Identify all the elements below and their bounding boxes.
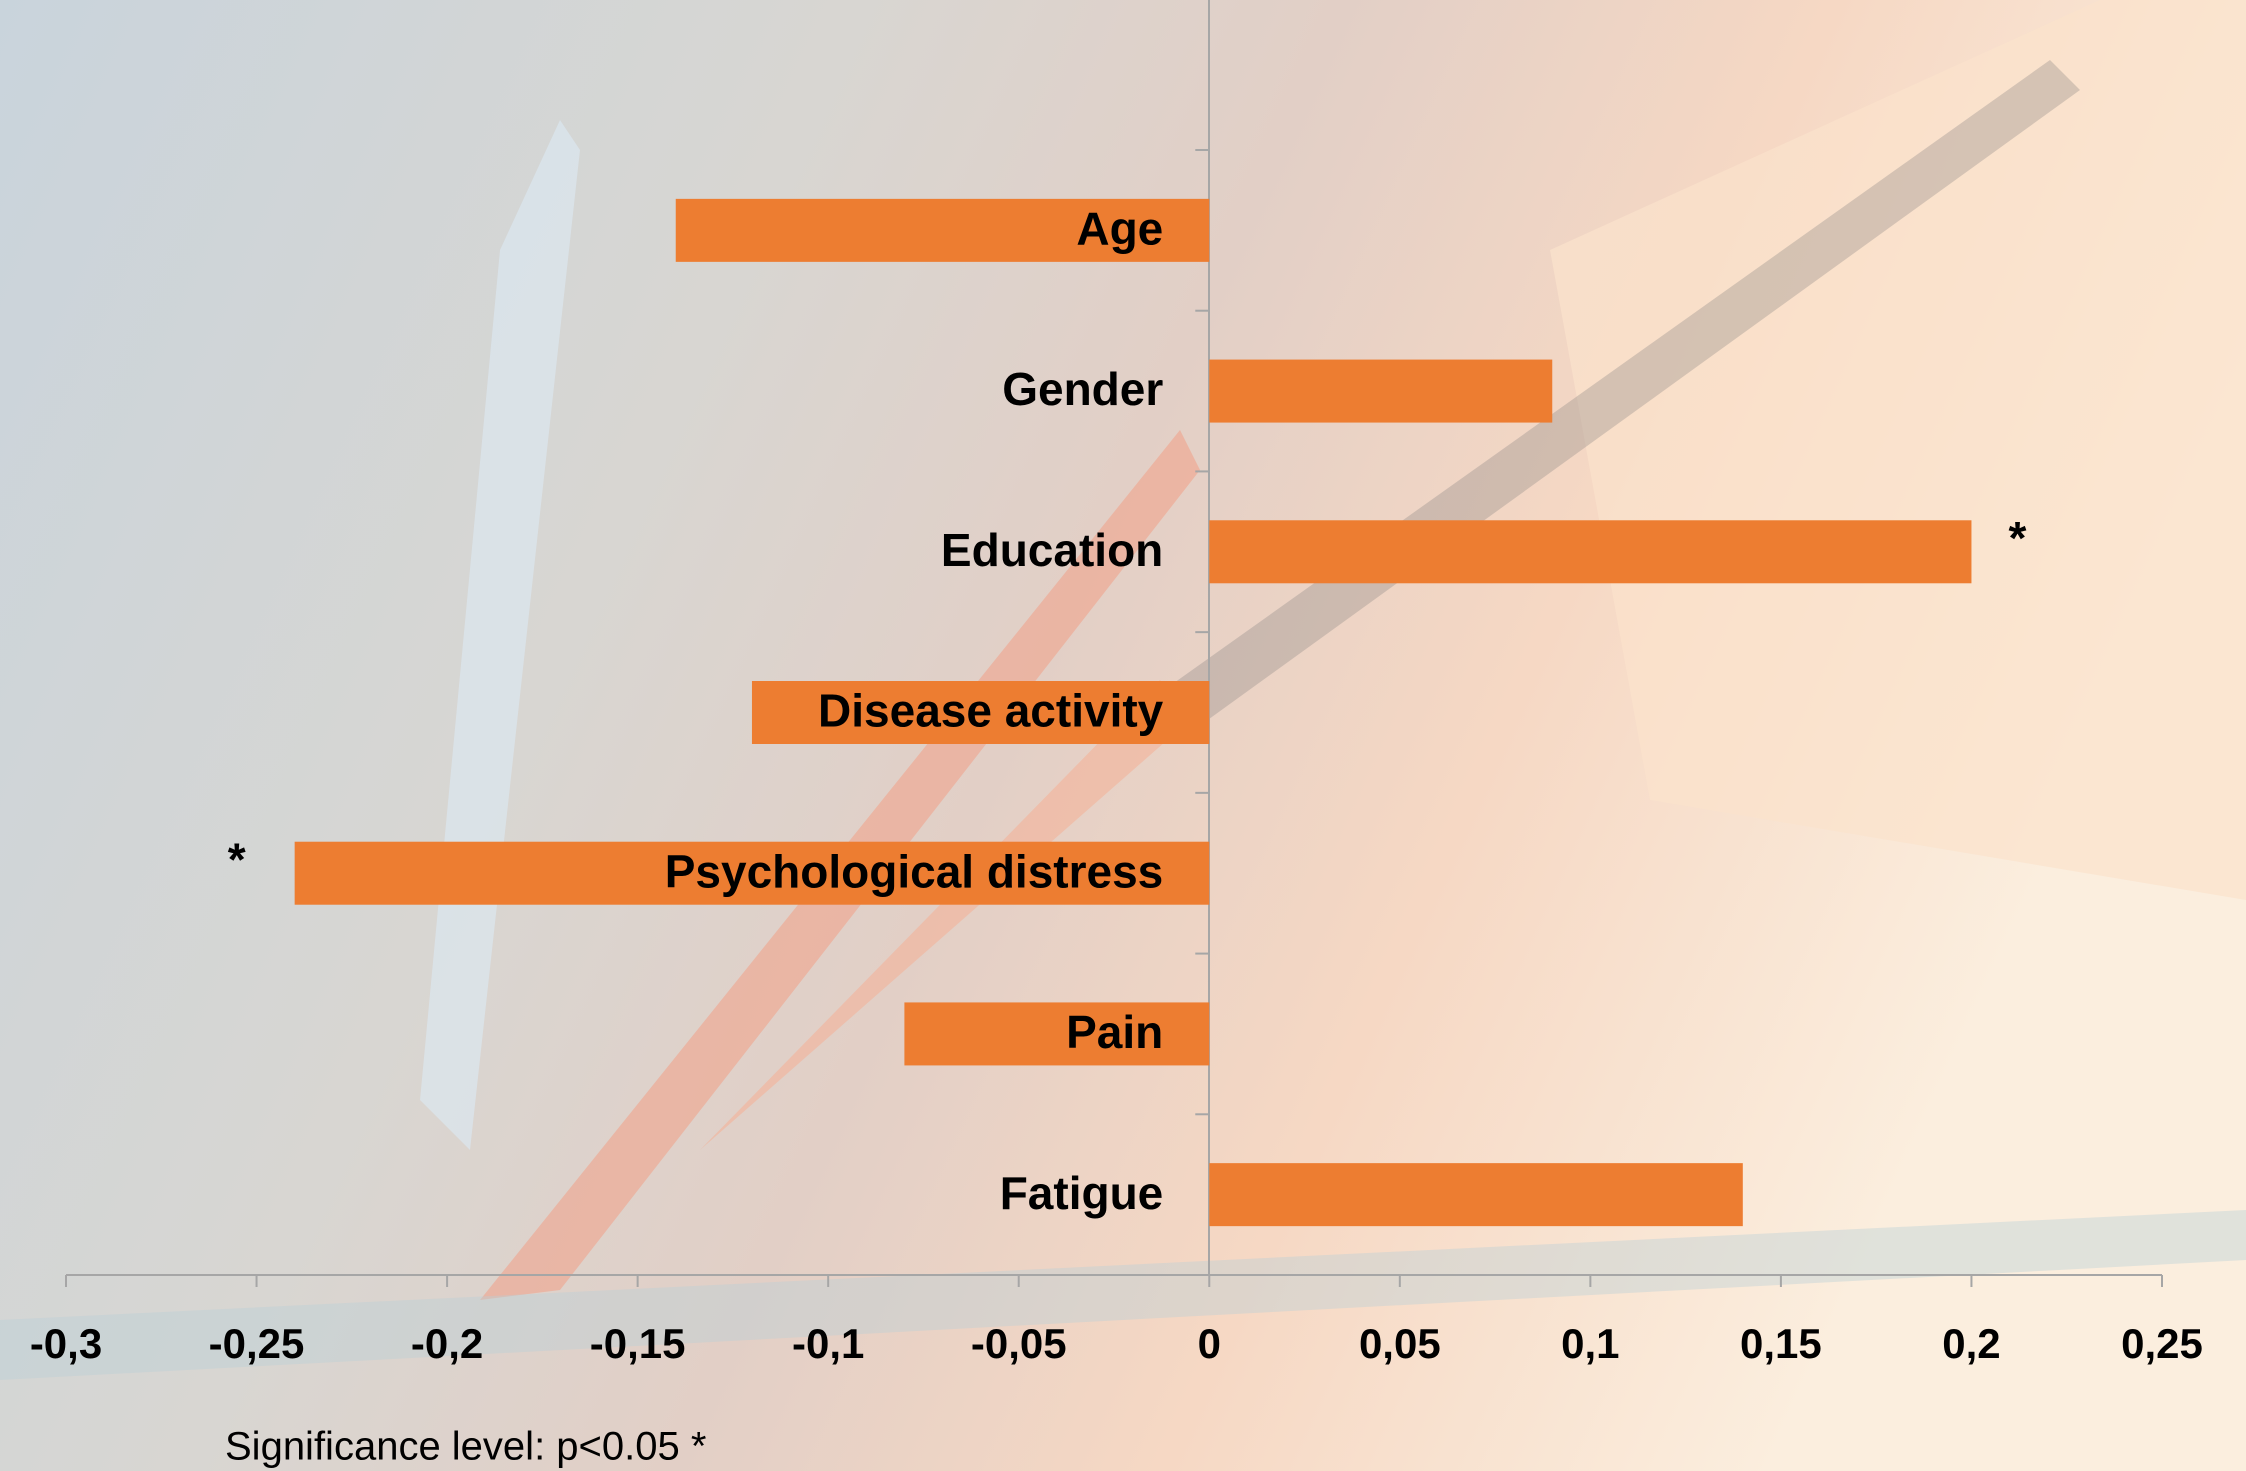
x-tick-label: -0,1 bbox=[792, 1320, 864, 1367]
page: Significance level: p<0.05 * -0,3 -0,25 -0… bbox=[0, 0, 2246, 1471]
x-tick-label: 0,15 bbox=[1740, 1320, 1822, 1367]
bar bbox=[1209, 520, 1971, 583]
category-label: Pain bbox=[1066, 1006, 1163, 1058]
category-label: Fatigue bbox=[1000, 1167, 1164, 1219]
bar bbox=[904, 1002, 1209, 1065]
x-tick-label: -0,3 bbox=[30, 1320, 102, 1367]
category-label: Age bbox=[1076, 203, 1163, 255]
category-label: Education bbox=[941, 524, 1163, 576]
x-tick-label: 0,2 bbox=[1942, 1320, 2000, 1367]
x-tick-label: 0 bbox=[1198, 1320, 1221, 1367]
bar bbox=[1209, 1163, 1743, 1226]
x-tick-label: -0,15 bbox=[590, 1320, 686, 1367]
x-tick-label: 0,1 bbox=[1561, 1320, 1619, 1367]
category-label: Gender bbox=[1002, 363, 1163, 415]
annotation: Significance level: p<0.05 * bbox=[225, 1425, 706, 1469]
chart: Significance level: p<0.05 * -0,3 -0,25 -0… bbox=[0, 0, 2246, 1471]
significance-marker: * bbox=[228, 833, 246, 885]
x-tick-label: -0,25 bbox=[209, 1320, 305, 1367]
category-label: Psychological distress bbox=[665, 845, 1164, 897]
category-label: Disease activity bbox=[818, 685, 1164, 737]
bar bbox=[1209, 360, 1552, 423]
x-tick-label: 0,25 bbox=[2121, 1320, 2203, 1367]
x-tick-label: -0,05 bbox=[971, 1320, 1067, 1367]
x-tick-label: 0,05 bbox=[1359, 1320, 1441, 1367]
x-tick-label: -0,2 bbox=[411, 1320, 483, 1367]
significance-marker: * bbox=[2009, 512, 2027, 564]
